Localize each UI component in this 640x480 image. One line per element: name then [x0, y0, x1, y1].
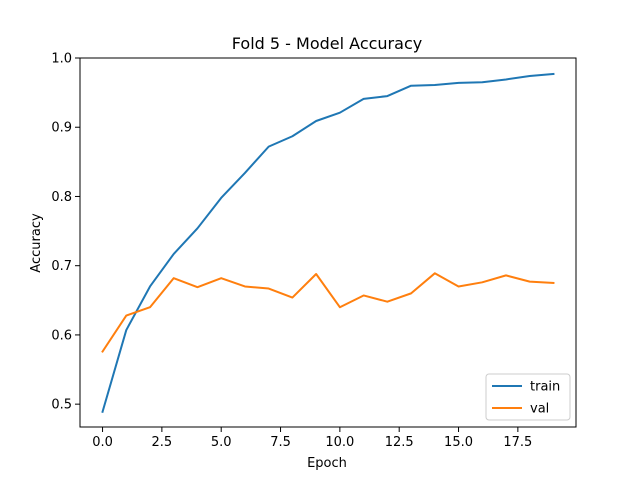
x-tick-label: 12.5 — [385, 435, 414, 450]
legend-label-train: train — [530, 380, 560, 395]
x-tick-label: 15.0 — [444, 435, 473, 450]
legend: train val — [485, 373, 571, 421]
x-axis: 0.0 2.5 5.0 7.5 10.0 12.5 15.0 17.5 — [92, 427, 532, 450]
y-tick-label: 0.8 — [51, 190, 72, 205]
y-axis-label: Accuracy — [29, 213, 44, 273]
x-tick-label: 0.0 — [92, 435, 113, 450]
x-tick-label: 7.5 — [270, 435, 291, 450]
y-tick-label: 0.5 — [51, 398, 72, 413]
y-tick-label: 1.0 — [51, 52, 72, 67]
series-layer — [101, 72, 555, 414]
x-tick-label: 5.0 — [211, 435, 232, 450]
y-axis: 0.5 0.6 0.7 0.8 0.9 1.0 — [51, 52, 80, 413]
y-tick-label: 0.6 — [51, 328, 72, 343]
series-line-train — [101, 72, 555, 414]
y-tick-label: 0.7 — [51, 259, 72, 274]
x-tick-label: 17.5 — [503, 435, 532, 450]
x-tick-label: 10.0 — [325, 435, 354, 450]
plot-area — [79, 57, 577, 428]
x-axis-label: Epoch — [307, 456, 347, 471]
x-tick-label: 2.5 — [152, 435, 173, 450]
legend-label-val: val — [530, 402, 549, 417]
chart-title: Fold 5 - Model Accuracy — [232, 34, 422, 53]
series-line-val — [101, 272, 555, 353]
y-tick-label: 0.9 — [51, 121, 72, 136]
